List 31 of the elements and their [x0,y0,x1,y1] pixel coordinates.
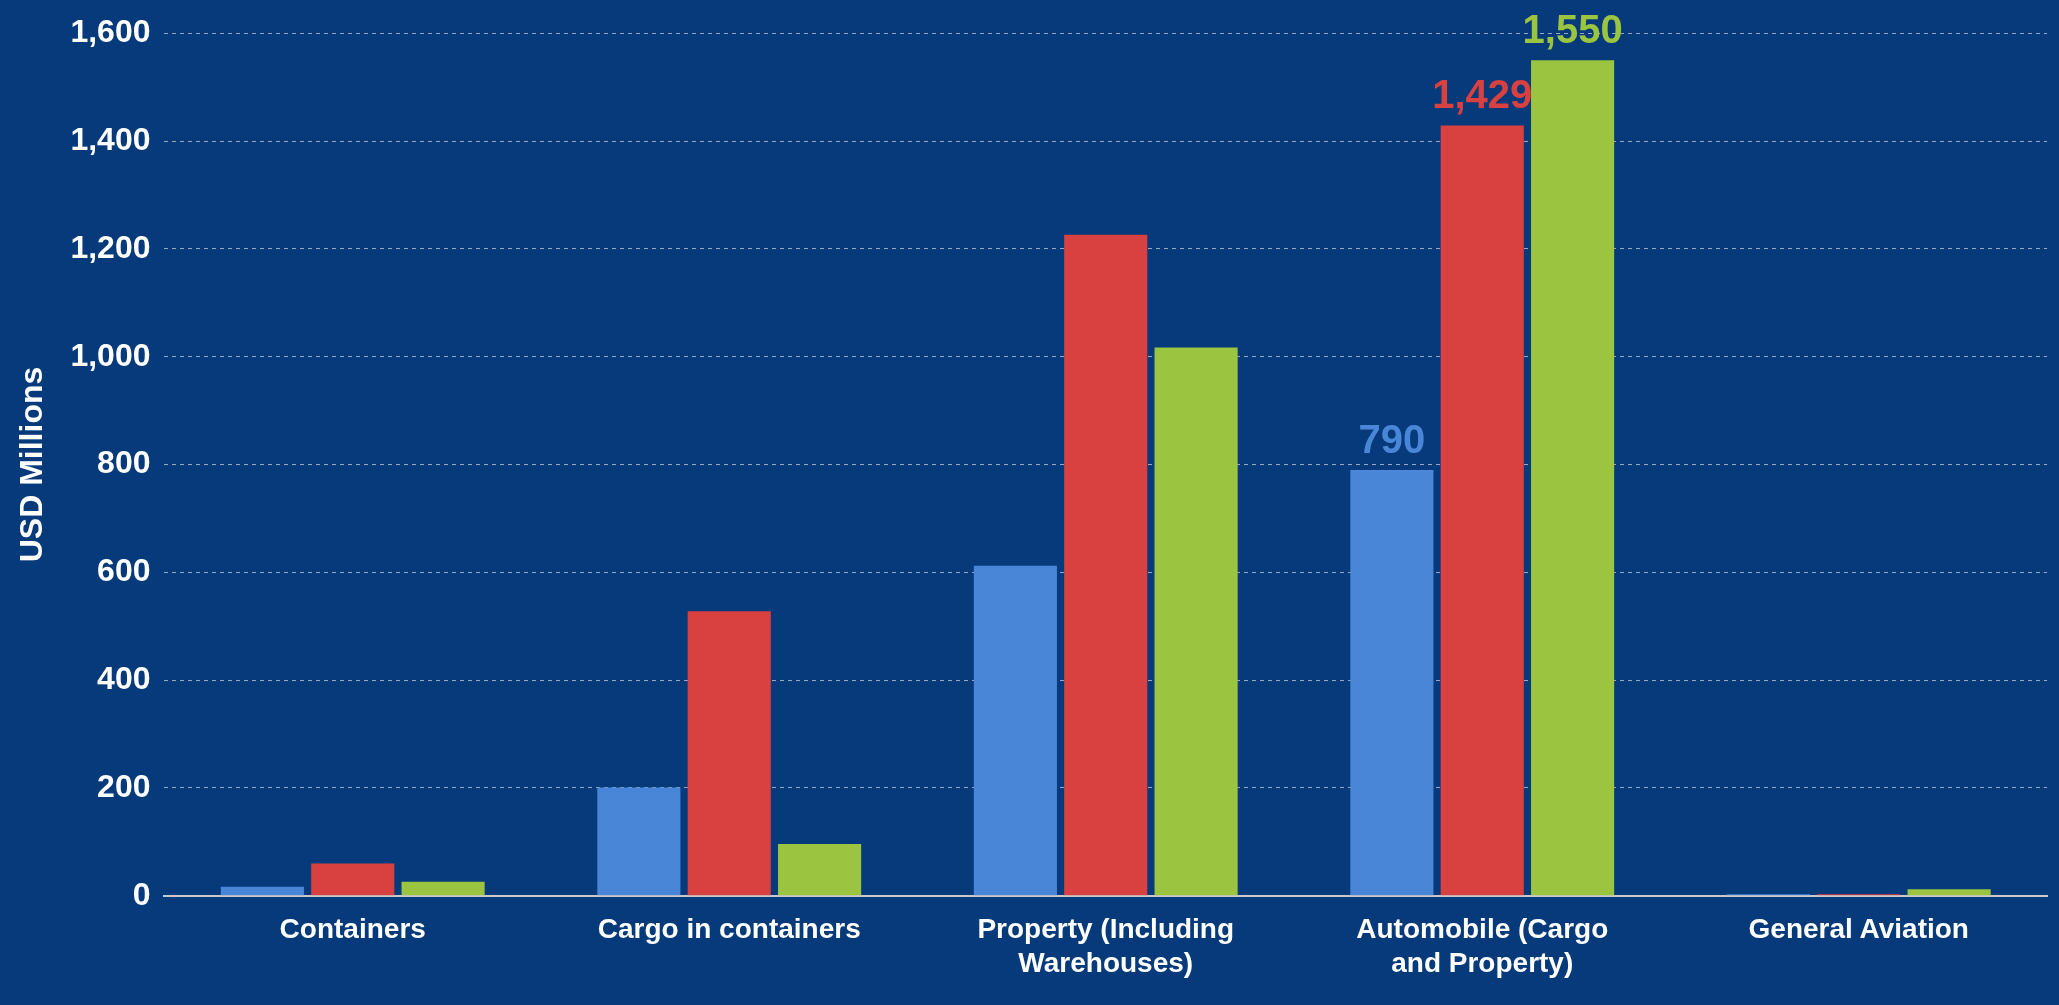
bar [220,886,304,896]
x-tick-label: Cargo in containers [597,913,861,945]
y-tick-label: 1,400 [70,120,151,157]
bar [1907,889,1991,896]
x-tick-label: Containers [279,913,426,945]
data-label: 1,429 [1432,72,1533,117]
x-tick-label: Automobile (Cargo and Property) [1356,913,1609,978]
bar [1154,347,1238,896]
y-tick-label: 600 [97,552,151,589]
bar [597,787,681,896]
bar [973,565,1057,896]
bar [687,611,771,896]
bar [1531,60,1615,896]
bar [401,881,485,896]
y-tick-label: 200 [97,767,151,804]
y-tick-label: 1,200 [70,228,151,265]
data-label: 790 [1358,416,1426,461]
x-tick-label: General Aviation [1748,913,1969,945]
y-axis-title: USD Millions [13,366,50,563]
bar [1064,234,1148,896]
y-tick-label: 800 [97,444,151,481]
bar [1350,469,1434,896]
data-label: 1,550 [1522,7,1623,52]
bar [1440,125,1524,896]
y-tick-label: 400 [97,659,151,696]
y-tick-label: 1,000 [70,336,151,373]
y-tick-label: 1,600 [70,13,151,50]
bar [778,844,862,896]
bar [311,863,395,896]
x-tick-label: Property (Including Warehouses) [977,913,1235,978]
y-tick-label: 0 [132,875,151,912]
